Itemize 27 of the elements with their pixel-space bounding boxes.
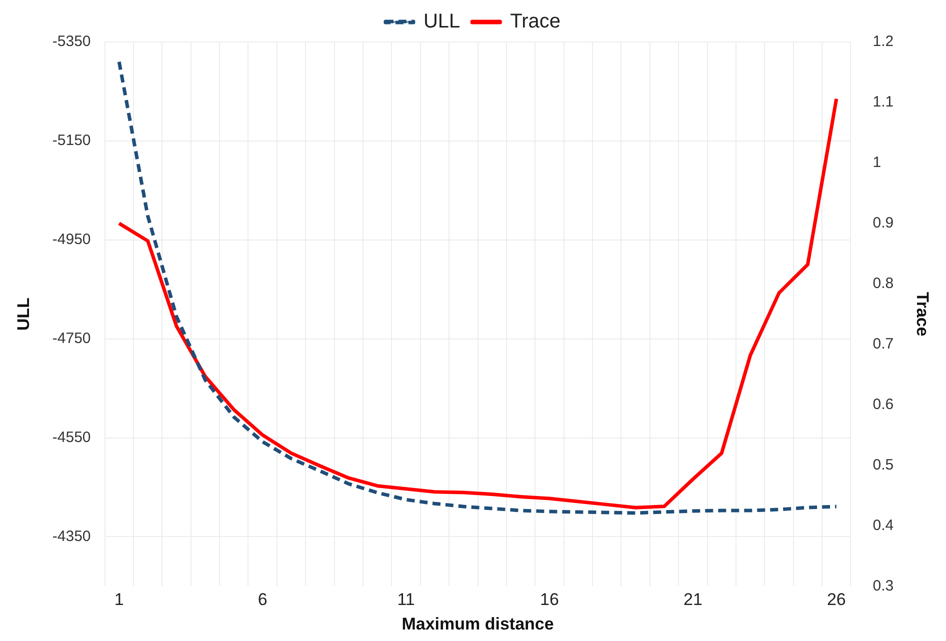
x-tick-label: 6 xyxy=(258,590,268,610)
x-tick-label: 26 xyxy=(826,590,846,610)
y2-tick-label: 0.8 xyxy=(872,275,894,292)
y2-tick-label: 1.1 xyxy=(872,94,894,111)
x-axis-title: Maximum distance xyxy=(402,614,554,634)
y2-tick-label: 1 xyxy=(872,154,882,172)
y2-tick-label: 0.4 xyxy=(872,516,894,534)
y2-axis-title: Trace xyxy=(913,292,932,336)
y2-tick-label: 0.6 xyxy=(872,396,894,413)
y-tick-label: -4950 xyxy=(52,231,91,248)
y2-tick-label: 0.9 xyxy=(872,214,894,232)
x-tick-label: 1 xyxy=(114,590,124,610)
y-axis-title: ULL xyxy=(14,298,33,331)
x-tick-label: 11 xyxy=(397,590,415,610)
y2-tick-label: 0.7 xyxy=(872,335,894,352)
y-tick-label: -5150 xyxy=(52,132,91,150)
legend-label: ULL xyxy=(423,10,460,33)
y-tick-label: -4350 xyxy=(52,528,91,545)
y-tick-label: -5350 xyxy=(52,33,91,50)
y2-tick-label: 0.3 xyxy=(872,577,894,594)
y2-tick-label: 1.2 xyxy=(872,33,894,50)
legend-label: Trace xyxy=(510,10,561,33)
x-tick-label: 21 xyxy=(683,590,702,610)
y-tick-label: -4550 xyxy=(52,428,91,446)
x-tick-label: 16 xyxy=(540,590,559,610)
y-tick-label: -4750 xyxy=(52,330,91,347)
y2-tick-label: 0.5 xyxy=(872,456,894,474)
